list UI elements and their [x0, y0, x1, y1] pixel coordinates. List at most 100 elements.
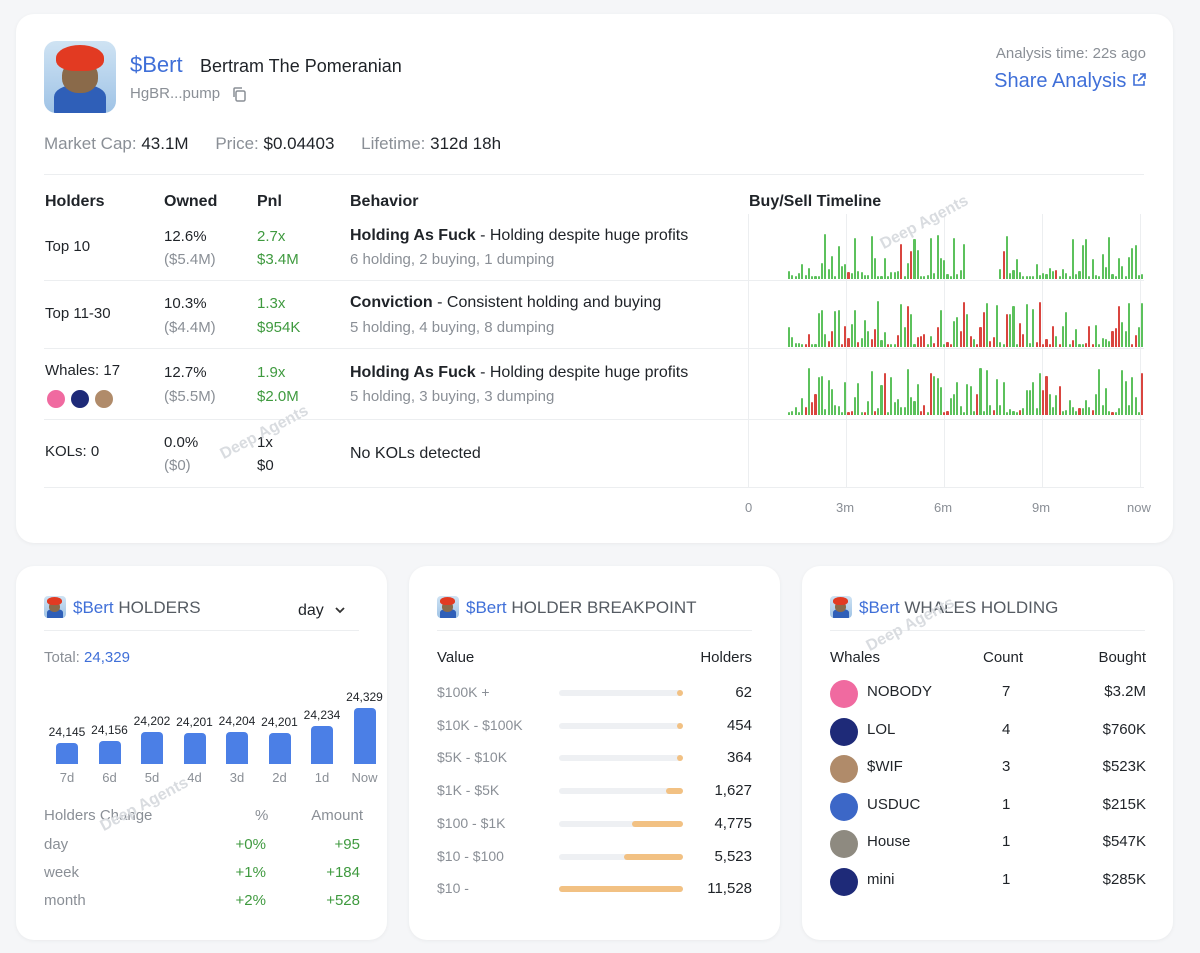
whale-name[interactable]: USDUC — [867, 795, 921, 813]
timeline-bar — [903, 406, 906, 415]
whale-name[interactable]: $WIF — [867, 758, 903, 775]
timeline-bar — [1091, 409, 1094, 415]
breakpoint-holders: 62 — [735, 684, 752, 701]
timeline-bar — [995, 304, 999, 347]
panel-title: $Bert HOLDERS — [73, 598, 201, 618]
timeline-bar — [870, 370, 873, 415]
timeline-bar — [801, 343, 804, 347]
change-amount: +528 — [326, 892, 360, 909]
timeline-bar — [880, 384, 883, 415]
timeline-bar — [913, 401, 916, 415]
whale-bought: $215K — [1102, 795, 1146, 813]
timeline-bar — [986, 369, 989, 415]
header-behavior: Behavior — [350, 193, 419, 210]
timeline-bar — [939, 309, 942, 347]
row-holder-top11-30: Top 11-30 — [45, 305, 111, 322]
copy-icon[interactable] — [231, 86, 247, 102]
timeline-bar — [986, 302, 989, 347]
header-timeline: Buy/Sell Timeline — [749, 193, 882, 210]
timeline-bar — [906, 369, 909, 415]
timeline-bar — [840, 344, 843, 347]
pnl-usd: $0 — [257, 457, 274, 474]
timeline-bar — [982, 410, 985, 415]
whale-bought: $547K — [1102, 833, 1146, 850]
price-label: Price: — [215, 134, 259, 153]
timeline-bar — [1141, 302, 1144, 347]
timeline-bar — [821, 262, 824, 279]
timeline-bar — [1141, 274, 1144, 279]
timeline-bar — [1022, 275, 1025, 279]
timeline-bar — [788, 270, 791, 279]
panel-title: $Bert WHALES HOLDING — [859, 598, 1058, 618]
holders-bar-category: 7d — [59, 770, 75, 785]
timeline-bar — [1137, 326, 1140, 347]
holders-panel: $Bert HOLDERS day Total: 24,329 24,145 7d… — [16, 566, 387, 940]
whale-name[interactable]: NOBODY — [867, 683, 933, 700]
timeline-bar — [870, 236, 873, 279]
whale-count: 1 — [1002, 795, 1011, 813]
whale-name[interactable]: LOL — [867, 720, 896, 738]
timeline-bar — [834, 405, 837, 415]
header-pnl: Pnl — [257, 193, 282, 210]
timeline-bar — [959, 269, 962, 279]
timeline-bar — [1035, 407, 1038, 415]
timeline-bar — [807, 368, 810, 415]
timeline-bar — [1015, 411, 1018, 415]
header-value: Value — [437, 649, 475, 666]
timeline-bar — [1028, 389, 1032, 415]
breakpoint-range: $1K - $5K — [437, 782, 500, 799]
timeline-bar — [999, 341, 1002, 347]
timeline-bar — [913, 239, 916, 279]
behavior-line: Holding As Fuck - Holding despite huge p… — [350, 227, 688, 245]
share-analysis-link[interactable]: Share Analysis — [994, 70, 1146, 93]
timeline-bar — [797, 342, 801, 347]
timeline-bar — [1055, 270, 1058, 279]
breakpoint-bar-fill — [677, 690, 683, 696]
timeline-bar — [900, 303, 903, 347]
timeline-bar — [896, 335, 900, 347]
holders-bar-value: 24,201 — [176, 714, 213, 729]
change-period: month — [44, 892, 86, 909]
breakpoint-range: $100K + — [437, 684, 490, 700]
lifetime-value: 312d 18h — [430, 134, 502, 153]
timeline-bar — [893, 271, 896, 279]
timeline-bar — [992, 336, 995, 347]
external-link-icon — [1132, 70, 1146, 86]
timeline-bar — [893, 401, 896, 415]
timeline-bar — [863, 319, 867, 347]
whale-count: 7 — [1002, 683, 1011, 700]
share-analysis-label: Share Analysis — [994, 70, 1127, 92]
timeline-bar — [1121, 370, 1124, 415]
timeline-bar — [1042, 273, 1045, 279]
timeline-bar — [830, 389, 834, 415]
owned-pct: 10.3% — [164, 295, 207, 312]
period-dropdown[interactable]: day — [298, 602, 346, 620]
timeline-bar — [1114, 411, 1117, 415]
timeline-bar — [903, 326, 906, 347]
behavior-title: Holding As Fuck — [350, 227, 476, 244]
holders-bar — [183, 732, 206, 764]
timeline-bar — [840, 411, 843, 415]
timeline-bar — [1005, 313, 1008, 347]
token-symbol: $Bert — [130, 52, 183, 77]
timeline-bar — [1022, 333, 1025, 347]
timeline-bar — [1101, 404, 1104, 415]
holders-bar-value: 24,145 — [48, 725, 86, 740]
timeline-bar — [1045, 339, 1048, 347]
breakpoint-bar — [559, 690, 683, 696]
timeline-bar — [1127, 404, 1131, 415]
timeline-bar — [1009, 273, 1012, 279]
timeline-bar — [1038, 302, 1041, 347]
whale-name[interactable]: mini — [867, 870, 895, 888]
timeline-bar — [1065, 273, 1068, 279]
timeline-bar — [953, 238, 956, 279]
timeline-bar — [1124, 275, 1127, 279]
timeline-bar — [1015, 344, 1018, 347]
timeline-bar — [1127, 303, 1131, 347]
timeline-bar — [929, 237, 933, 279]
timeline-bar — [1121, 266, 1124, 279]
timeline-bar — [1124, 331, 1127, 347]
timeline-bar — [936, 377, 939, 415]
holders-bar-chart: 24,145 7d 24,156 6d 24,202 5d 24,201 4d 24,204 3d… — [36, 676, 383, 796]
whale-name[interactable]: House — [867, 833, 911, 850]
